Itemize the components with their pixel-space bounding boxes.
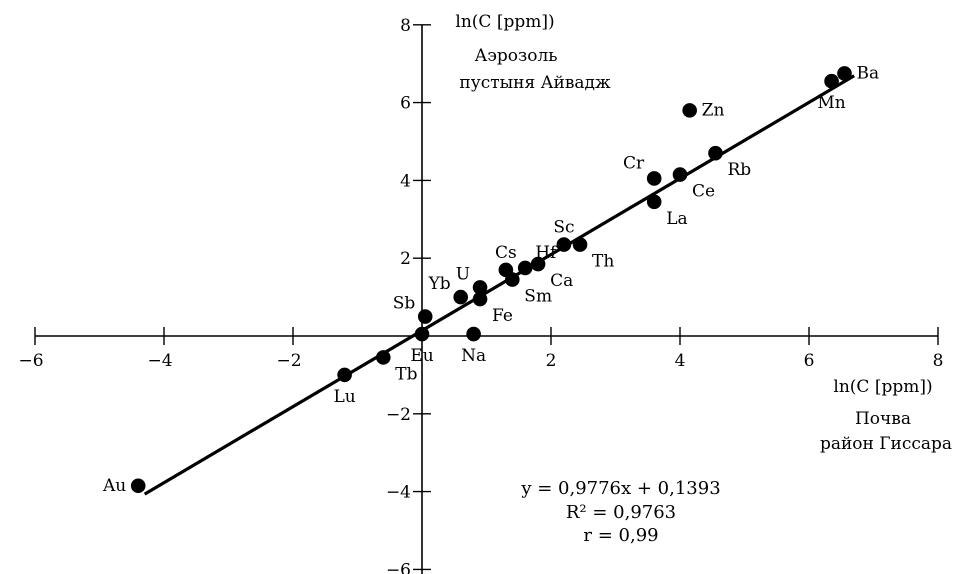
point-label-ca: Ca <box>550 271 573 291</box>
y-axis-title-line-1: ln(C [ppm]) <box>455 12 554 32</box>
regression-equation: y = 0,9776x + 0,1393 <box>520 478 720 499</box>
point-label-rb: Rb <box>727 160 751 180</box>
point-ca <box>530 256 546 272</box>
point-label-na: Na <box>461 346 486 366</box>
axes <box>35 24 938 574</box>
point-label-u: U <box>456 264 470 284</box>
point-th <box>572 237 588 252</box>
point-au <box>130 478 146 494</box>
point-eu <box>414 326 430 342</box>
point-rb <box>708 145 723 161</box>
tick-labels: −6 −4 −2 2 4 6 8 −6 −4 −2 2 4 6 8 <box>18 16 943 574</box>
point-tb <box>376 350 391 365</box>
regression-annotation: y = 0,9776x + 0,1393 R² = 0,9763 r = 0,9… <box>520 478 720 546</box>
point-label-sb: Sb <box>393 294 416 314</box>
point-label-hf: Hf <box>535 243 558 263</box>
point-lu <box>337 367 352 383</box>
point-label-tb: Tb <box>395 364 417 384</box>
point-sb <box>417 309 433 324</box>
y-tick-label: 2 <box>400 249 411 269</box>
y-axis-title-line-3: пустыня Айвадж <box>459 73 611 93</box>
point-label-ce: Ce <box>692 182 715 202</box>
point-label-eu: Eu <box>410 346 433 366</box>
y-tick-label: 6 <box>400 94 411 114</box>
data-points <box>130 66 852 494</box>
point-fe <box>472 291 488 307</box>
regression-fit-line <box>143 74 855 496</box>
y-tick-label: 8 <box>400 16 411 36</box>
point-sc <box>556 237 572 252</box>
x-axis-title: ln(C [ppm]) Почва район Гиссара <box>820 377 952 454</box>
point-label-lu: Lu <box>333 387 355 407</box>
point-label-zn: Zn <box>702 100 725 120</box>
point-ba <box>837 66 852 81</box>
y-tick-label: −4 <box>386 483 411 503</box>
x-axis-title-line-3: район Гиссара <box>820 434 952 454</box>
tick-marks <box>34 24 939 571</box>
correlation-r: r = 0,99 <box>583 525 658 546</box>
point-hf <box>517 260 533 276</box>
x-tick-label: 8 <box>933 351 944 371</box>
x-tick-label: −2 <box>276 351 301 371</box>
point-la <box>646 194 662 210</box>
x-tick-label: 4 <box>675 351 686 371</box>
point-label-fe: Fe <box>492 306 513 326</box>
point-label-yb: Yb <box>428 274 451 294</box>
point-label-cs: Cs <box>495 243 517 263</box>
r-squared: R² = 0,9763 <box>566 502 676 523</box>
y-tick-label: −6 <box>386 560 411 574</box>
point-label-cr: Cr <box>623 153 645 173</box>
point-yb <box>453 289 469 305</box>
point-label-ba: Ba <box>856 63 879 83</box>
regression-line <box>143 74 855 496</box>
point-sm <box>505 272 520 287</box>
x-axis-title-line-2: Почва <box>855 409 911 429</box>
x-tick-label: 2 <box>546 351 557 371</box>
x-tick-label: −4 <box>147 351 172 371</box>
x-tick-label: 6 <box>804 351 815 371</box>
point-label-th: Th <box>592 252 614 272</box>
y-axis-title: ln(C [ppm]) Аэрозоль пустыня Айвадж <box>455 12 611 93</box>
point-label-sm: Sm <box>524 287 552 307</box>
point-label-la: La <box>666 209 687 229</box>
point-label-au: Au <box>102 476 126 496</box>
point-cr <box>646 171 662 186</box>
y-tick-label: −2 <box>386 405 411 425</box>
point-label-mn: Mn <box>817 93 845 113</box>
point-zn <box>682 103 697 118</box>
x-axis-title-line-1: ln(C [ppm]) <box>833 377 932 397</box>
point-na <box>466 326 481 342</box>
y-axis-title-line-2: Аэрозоль <box>474 46 557 66</box>
x-tick-label: −6 <box>18 351 43 371</box>
point-label-sc: Sc <box>553 218 574 238</box>
y-tick-label: 4 <box>400 171 411 191</box>
point-ce <box>672 167 688 182</box>
point-u <box>472 280 488 295</box>
point-mn <box>824 73 839 89</box>
